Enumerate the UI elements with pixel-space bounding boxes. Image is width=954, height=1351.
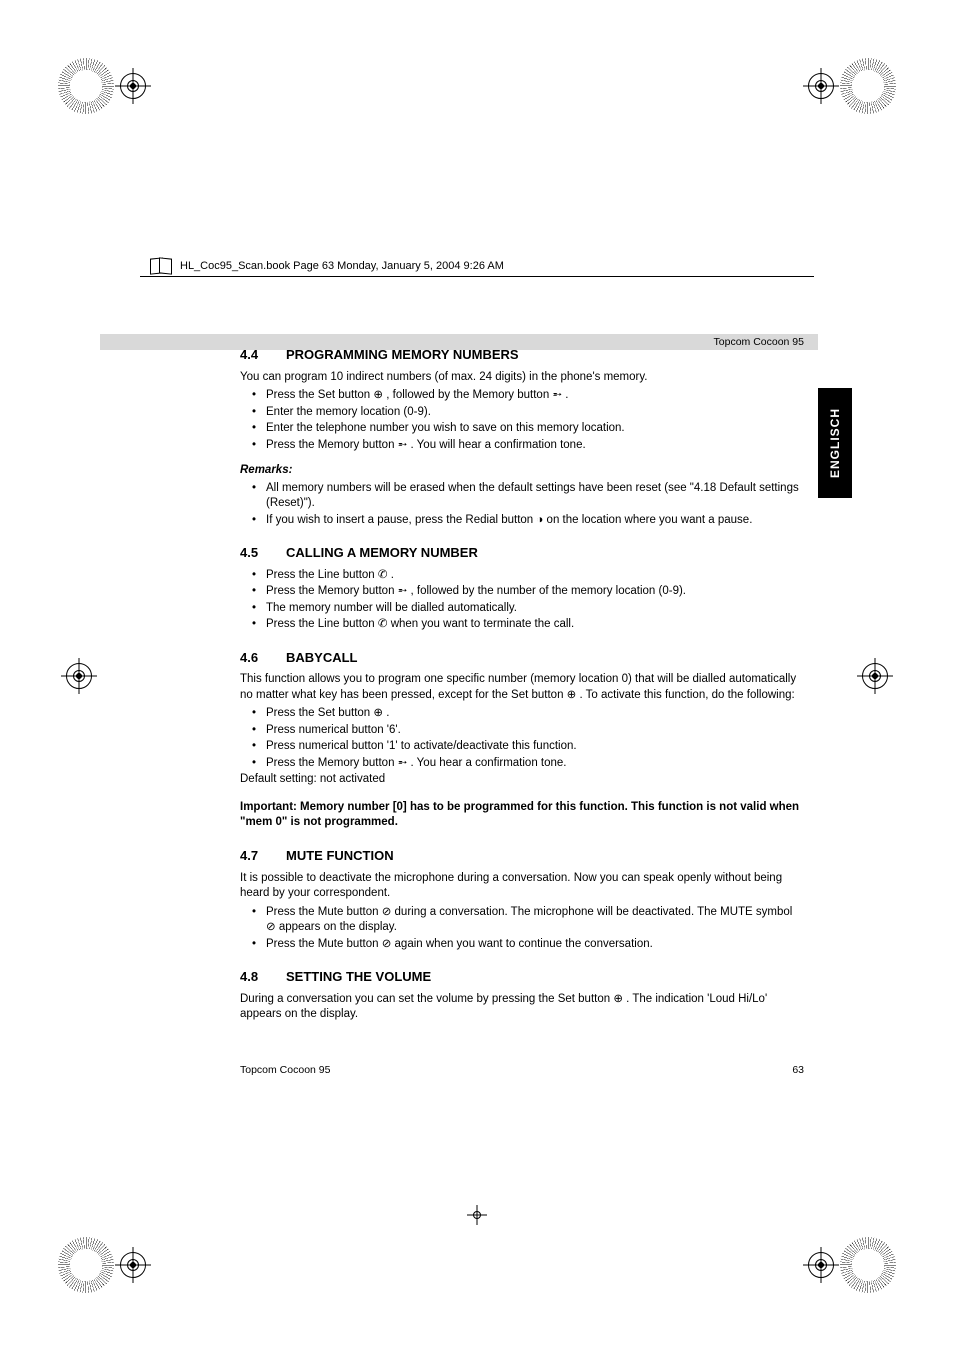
remarks-heading: Remarks: (240, 463, 800, 479)
registration-mark (120, 1252, 146, 1278)
radial-mark (840, 1237, 896, 1293)
section-title: CALLING A MEMORY NUMBER (286, 544, 478, 562)
list-item: Press the Set button ⊕ , followed by the… (266, 388, 800, 404)
registration-mark-left (66, 663, 92, 689)
list-item: Press numerical button '1' to activate/d… (266, 739, 800, 755)
section-44-remarks: All memory numbers will be erased when t… (240, 481, 800, 529)
list-item: Press the Line button ✆ . (266, 568, 800, 584)
footer-page-number: 63 (792, 1064, 804, 1076)
section-46-list: Press the Set button ⊕ . Press numerical… (240, 706, 800, 771)
list-item: Enter the telephone number you wish to s… (266, 421, 800, 437)
section-45-list: Press the Line button ✆ . Press the Memo… (240, 568, 800, 633)
page-content: 4.4 PROGRAMMING MEMORY NUMBERS You can p… (240, 330, 800, 1026)
list-item: Press the Line button ✆ when you want to… (266, 617, 800, 633)
section-47-list: Press the Mute button ⊘ during a convers… (240, 905, 800, 953)
section-44-intro: You can program 10 indirect numbers (of … (240, 370, 800, 386)
section-44-heading: 4.4 PROGRAMMING MEMORY NUMBERS (240, 346, 800, 364)
list-item: If you wish to insert a pause, press the… (266, 513, 800, 529)
registration-mark (120, 73, 146, 99)
section-number: 4.4 (240, 346, 268, 364)
registration-mark-right (862, 663, 888, 689)
section-number: 4.5 (240, 544, 268, 562)
list-item: Press numerical button '6'. (266, 723, 800, 739)
list-item: Press the Mute button ⊘ during a convers… (266, 905, 800, 936)
section-46-heading: 4.6 BABYCALL (240, 649, 800, 667)
list-item: Press the Mute button ⊘ again when you w… (266, 937, 800, 953)
page-footer: Topcom Cocoon 95 63 (240, 1064, 804, 1076)
section-44-list: Press the Set button ⊕ , followed by the… (240, 388, 800, 453)
list-item: The memory number will be dialled automa… (266, 601, 800, 617)
crop-corner-bl (58, 1237, 146, 1293)
cross-mark-bottom (467, 1205, 487, 1225)
list-item: All memory numbers will be erased when t… (266, 481, 800, 512)
section-45-heading: 4.5 CALLING A MEMORY NUMBER (240, 544, 800, 562)
list-item: Press the Set button ⊕ . (266, 706, 800, 722)
list-item: Press the Memory button ➵ , followed by … (266, 584, 800, 600)
section-47-intro: It is possible to deactivate the microph… (240, 871, 800, 902)
book-icon (150, 258, 172, 274)
registration-mark (808, 1252, 834, 1278)
radial-mark (840, 58, 896, 114)
section-number: 4.7 (240, 847, 268, 865)
section-title: PROGRAMMING MEMORY NUMBERS (286, 346, 519, 364)
print-header-text: HL_Coc95_Scan.book Page 63 Monday, Janua… (180, 260, 504, 272)
language-tab: ENGLISCH (818, 388, 852, 498)
radial-mark (58, 1237, 114, 1293)
crop-corner-tl (58, 58, 146, 114)
section-48-heading: 4.8 SETTING THE VOLUME (240, 968, 800, 986)
crop-corner-tr (808, 58, 896, 114)
section-46-post: Default setting: not activated (240, 772, 800, 788)
section-46-intro: This function allows you to program one … (240, 672, 800, 703)
section-title: MUTE FUNCTION (286, 847, 394, 865)
section-title: BABYCALL (286, 649, 358, 667)
section-number: 4.8 (240, 968, 268, 986)
section-47-heading: 4.7 MUTE FUNCTION (240, 847, 800, 865)
list-item: Press the Memory button ➵ . You will hea… (266, 438, 800, 454)
list-item: Press the Memory button ➵ . You hear a c… (266, 756, 800, 772)
registration-mark (808, 73, 834, 99)
crop-corner-br (808, 1237, 896, 1293)
print-header-rule (140, 276, 814, 277)
section-number: 4.6 (240, 649, 268, 667)
radial-mark (58, 58, 114, 114)
print-header: HL_Coc95_Scan.book Page 63 Monday, Janua… (150, 258, 504, 274)
list-item: Enter the memory location (0-9). (266, 405, 800, 421)
footer-left: Topcom Cocoon 95 (240, 1064, 330, 1076)
section-46-important: Important: Memory number [0] has to be p… (240, 800, 800, 831)
section-48-intro: During a conversation you can set the vo… (240, 992, 800, 1023)
section-title: SETTING THE VOLUME (286, 968, 431, 986)
